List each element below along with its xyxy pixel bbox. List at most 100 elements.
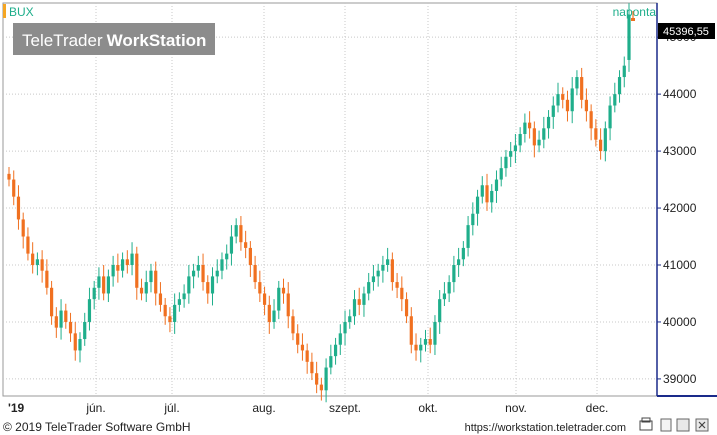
candle-body xyxy=(428,339,432,345)
candle xyxy=(215,259,219,284)
candle-body xyxy=(622,65,626,78)
candle xyxy=(461,241,465,267)
candle-body xyxy=(537,139,541,146)
candle-body xyxy=(244,242,248,248)
candle-body xyxy=(599,139,603,152)
candle-body xyxy=(352,299,357,317)
candle-body xyxy=(267,304,271,322)
candle-body xyxy=(329,356,333,368)
candle-body xyxy=(135,253,139,288)
candle-body xyxy=(371,276,376,283)
candle-body xyxy=(158,293,163,305)
candle-body xyxy=(338,333,342,345)
candle xyxy=(319,377,323,401)
candle xyxy=(154,261,158,306)
candle xyxy=(565,90,570,122)
x-tick-label: nov. xyxy=(505,401,527,415)
candle-body xyxy=(210,276,215,294)
candle xyxy=(87,287,92,331)
y-tick-label: 42000 xyxy=(663,201,697,215)
candle-body xyxy=(570,88,574,112)
candle-body xyxy=(120,259,125,271)
x-tick-label: okt. xyxy=(418,401,437,415)
candle-body xyxy=(116,265,120,271)
candle-body xyxy=(324,367,328,391)
candle-body xyxy=(556,94,560,106)
candle-body xyxy=(367,282,371,294)
candle xyxy=(49,280,54,325)
candle xyxy=(352,290,357,325)
candle-body xyxy=(262,293,267,305)
candle-body xyxy=(551,105,555,117)
x-tick-label: aug. xyxy=(252,401,275,415)
candle xyxy=(234,218,238,244)
watermark-product: WorkStation xyxy=(107,31,207,50)
watermark-text: TeleTrader WorkStation xyxy=(22,31,206,50)
candle-body xyxy=(504,156,508,169)
candle xyxy=(177,292,181,312)
candle-body xyxy=(225,253,229,260)
candle xyxy=(471,202,475,236)
y-tick-label: 44000 xyxy=(663,87,697,101)
symbol-label: BUX xyxy=(9,5,34,19)
candle xyxy=(239,216,243,251)
candle xyxy=(438,290,442,334)
candle-body xyxy=(253,265,257,283)
candle-body xyxy=(589,111,593,129)
candle-body xyxy=(21,219,25,237)
candle xyxy=(627,3,631,72)
candle-body xyxy=(49,287,54,317)
candle-body xyxy=(395,282,399,288)
candle-body xyxy=(333,344,338,357)
candles xyxy=(7,3,631,403)
print-icon[interactable] xyxy=(639,417,653,431)
candle xyxy=(248,241,252,277)
candle xyxy=(343,310,347,346)
pdf-icon[interactable] xyxy=(660,418,672,432)
candle xyxy=(258,270,262,303)
candle xyxy=(267,295,271,334)
candle xyxy=(333,337,338,365)
candle xyxy=(419,337,423,363)
candle xyxy=(513,134,518,164)
candle-body xyxy=(518,134,522,146)
candle xyxy=(201,253,205,291)
candle-body xyxy=(139,287,144,294)
candle xyxy=(21,212,25,249)
candle-body xyxy=(499,168,503,180)
candle xyxy=(371,265,376,291)
candle xyxy=(613,82,617,113)
candle xyxy=(26,227,30,261)
y-tick-label: 43000 xyxy=(663,144,697,158)
candle-body xyxy=(191,270,196,277)
candle-body xyxy=(452,265,456,283)
candle-body xyxy=(206,282,210,294)
candle-body xyxy=(310,361,314,374)
candle xyxy=(31,242,35,274)
candle-body xyxy=(45,270,49,288)
candle xyxy=(83,312,87,346)
candle xyxy=(551,96,555,129)
candle-body xyxy=(362,293,366,305)
candle-body xyxy=(513,145,518,152)
export-icon[interactable] xyxy=(676,418,690,432)
candle-body xyxy=(92,287,96,300)
candle xyxy=(116,253,120,283)
candle xyxy=(229,225,234,266)
close-icon[interactable] xyxy=(695,418,709,432)
candle-body xyxy=(291,316,295,334)
candle xyxy=(220,252,224,280)
candle-body xyxy=(296,333,300,345)
candle xyxy=(168,307,172,333)
candle xyxy=(528,111,532,139)
last-candle-marker xyxy=(631,11,635,21)
candle-body xyxy=(485,185,489,203)
candle xyxy=(40,250,44,283)
candle xyxy=(296,324,300,354)
candle-body xyxy=(528,122,532,129)
candle xyxy=(324,358,328,403)
candle xyxy=(466,216,470,257)
candle-body xyxy=(64,310,68,322)
candle xyxy=(485,173,489,211)
